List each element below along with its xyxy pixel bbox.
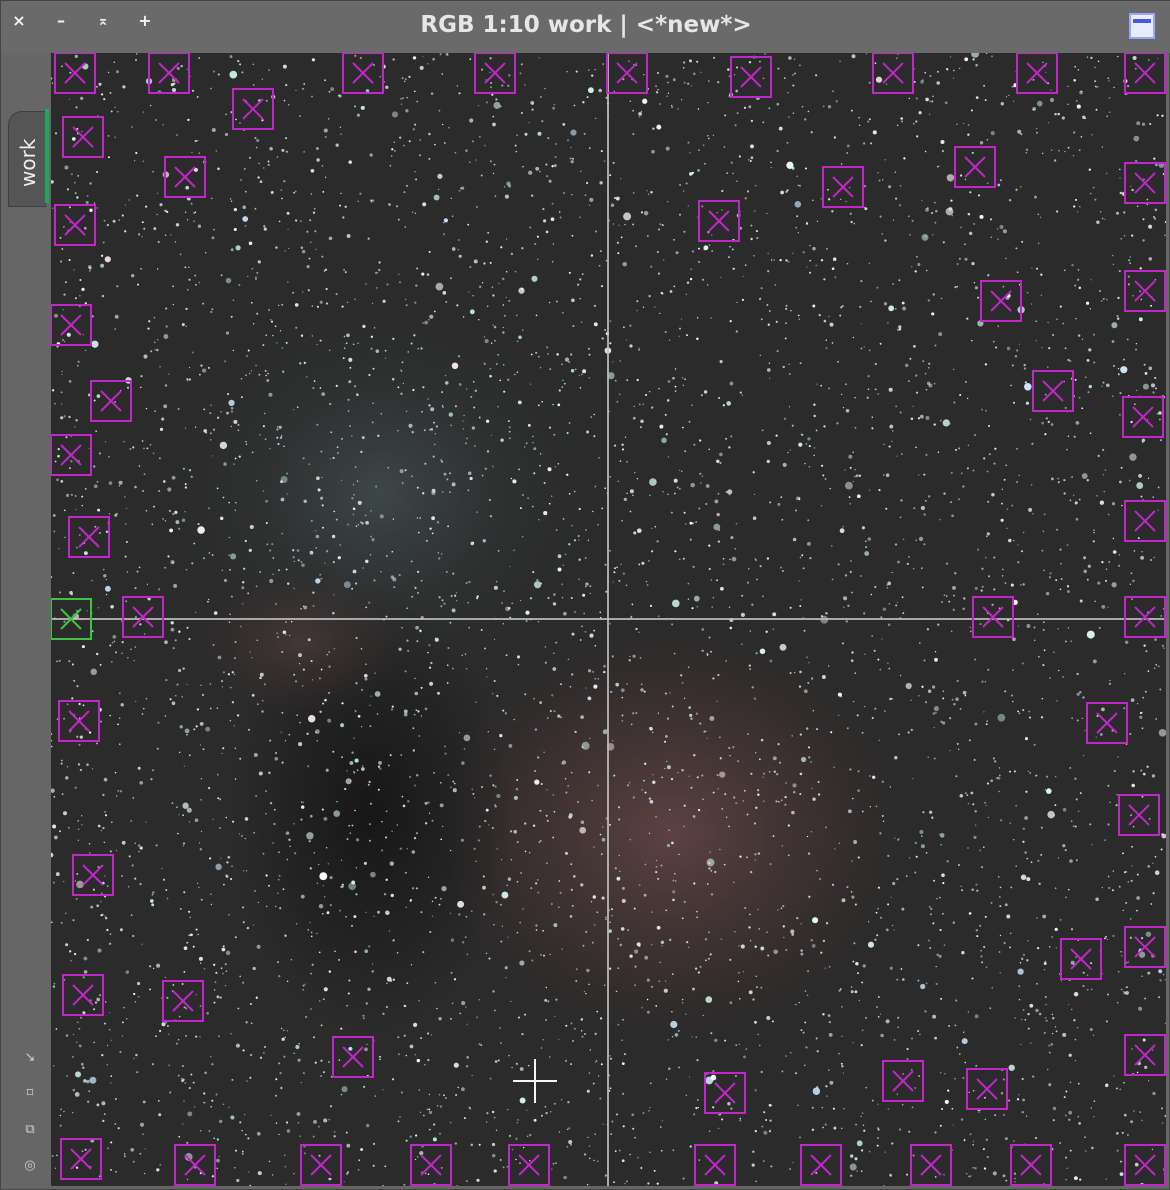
sample-box[interactable] [51,434,92,476]
sample-box[interactable] [232,88,274,130]
close-icon[interactable]: × [12,11,26,30]
sample-box[interactable] [1124,1034,1166,1076]
sample-box[interactable] [410,1144,452,1186]
sample-box[interactable] [972,596,1014,638]
sample-box[interactable] [164,156,206,198]
sample-box[interactable] [1122,396,1164,438]
maximize-icon[interactable]: + [138,11,152,30]
sample-box[interactable] [1010,1144,1052,1186]
star-field-image[interactable] [51,53,1166,1186]
sample-box[interactable] [966,1068,1008,1110]
minimize-icon[interactable]: – [57,11,65,30]
sample-box[interactable] [1124,500,1166,542]
window-mode-icon[interactable] [1129,13,1155,39]
sample-box[interactable] [508,1144,550,1186]
sample-box[interactable] [1124,1144,1166,1186]
sample-box[interactable] [148,53,190,94]
sample-box[interactable] [342,53,384,94]
sample-box[interactable] [872,53,914,94]
sample-box[interactable] [332,1036,374,1078]
sample-box[interactable] [954,146,996,188]
view-tab-label: work [16,138,40,188]
sample-box[interactable] [62,116,104,158]
sample-box[interactable] [1032,370,1074,412]
zoom-arrow-icon[interactable]: ↘ [24,1050,36,1065]
fit-icon[interactable]: ⌑ [26,1086,34,1101]
clone-icon[interactable]: ⧉ [25,1122,35,1137]
sample-box[interactable] [730,56,772,98]
sample-box[interactable] [800,1144,842,1186]
sample-box[interactable] [300,1144,342,1186]
sample-box[interactable] [1118,794,1160,836]
view-tab[interactable] [8,111,46,207]
sample-box[interactable] [694,1144,736,1186]
sample-box[interactable] [54,53,96,94]
sample-box[interactable] [1124,162,1166,204]
sample-box[interactable] [60,1138,102,1180]
sample-box[interactable] [58,700,100,742]
image-viewport[interactable] [51,53,1166,1186]
sample-box[interactable] [51,304,92,346]
selected-sample-box[interactable] [51,598,92,640]
shade-icon[interactable]: ⌅ [97,13,109,29]
sample-box[interactable] [698,200,740,242]
sample-box[interactable] [162,980,204,1022]
sample-box[interactable] [72,854,114,896]
sample-box[interactable] [1124,596,1166,638]
sample-box[interactable] [54,204,96,246]
faint-nebula [181,563,421,723]
sample-box[interactable] [1086,702,1128,744]
sample-box[interactable] [704,1072,746,1114]
stars [51,53,1166,1186]
sample-box[interactable] [1124,270,1166,312]
sample-box[interactable] [882,1060,924,1102]
left-sidebar: work ↘ ⌑ ⧉ ◎ [1,53,51,1188]
tab-accent [45,109,49,203]
sample-box[interactable] [1124,53,1166,94]
sample-box[interactable] [1060,938,1102,980]
sample-box[interactable] [68,516,110,558]
red-nebula [411,603,931,1063]
crosshair-cursor-icon [513,1059,557,1103]
sample-box[interactable] [980,280,1022,322]
window-title: RGB 1:10 work | <*new*> [420,12,752,38]
sample-box[interactable] [62,974,104,1016]
sample-box[interactable] [606,53,648,94]
sample-box[interactable] [122,596,164,638]
sample-box[interactable] [474,53,516,94]
sample-box[interactable] [1124,926,1166,968]
sample-boxes [51,53,1166,1186]
sample-box[interactable] [822,166,864,208]
sample-box[interactable] [174,1144,216,1186]
sample-box[interactable] [910,1144,952,1186]
sample-box[interactable] [90,380,132,422]
title-bar[interactable]: × – ⌅ + RGB 1:10 work | <*new*> [1,1,1170,53]
sample-box[interactable] [1016,53,1058,94]
target-icon[interactable]: ◎ [24,1158,36,1173]
